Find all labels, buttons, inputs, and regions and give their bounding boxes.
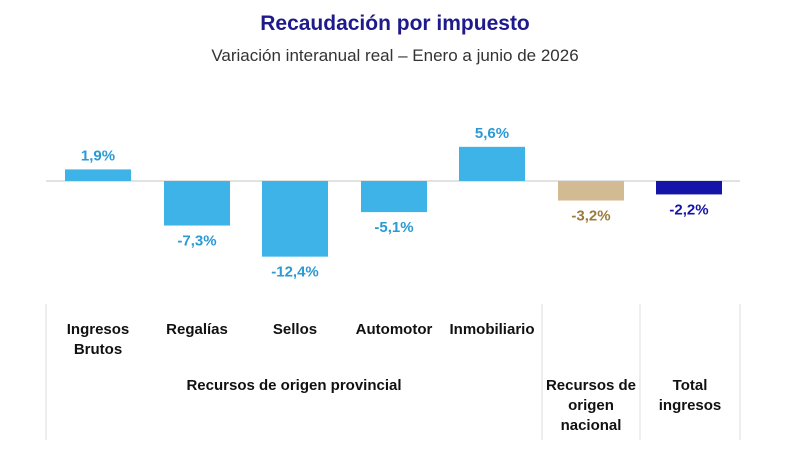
value-label-recursos-de-origen-nacional: -3,2% (571, 208, 610, 225)
category-label-sellos: Sellos (272, 321, 318, 338)
group-label-nacional: Recursos de origen nacional (545, 377, 637, 434)
chart-title: Recaudación por impuesto (260, 12, 530, 35)
category-label-automotor: Automotor (355, 321, 433, 338)
chart-subtitle: Variación interanual real – Enero a juni… (211, 46, 579, 65)
bar-sellos (262, 181, 328, 257)
value-label-inmobiliario: 5,6% (475, 125, 509, 142)
category-label-inmobiliario: Inmobiliario (449, 321, 535, 338)
bar-ingresos-brutos (65, 169, 131, 181)
category-label-ingresos-brutos: Ingresos Brutos (66, 321, 130, 358)
value-label-ingresos-brutos: 1,9% (81, 147, 115, 164)
value-label-total-ingresos: -2,2% (669, 201, 708, 218)
category-label-regalias: Regalías (166, 321, 228, 338)
bar-inmobiliario (459, 146, 525, 181)
value-label-automotor: -5,1% (374, 219, 413, 236)
value-label-sellos: -12,4% (271, 264, 319, 281)
bar-automotor (361, 181, 427, 213)
bar-total-ingresos (656, 181, 722, 195)
value-label-regalias: -7,3% (177, 233, 216, 250)
group-label-provincial: Recursos de origen provincial (186, 377, 402, 394)
bar-recursos-de-origen-nacional (558, 181, 624, 201)
bar-regalias (164, 181, 230, 226)
group-label-total: Total ingresos (658, 377, 722, 414)
